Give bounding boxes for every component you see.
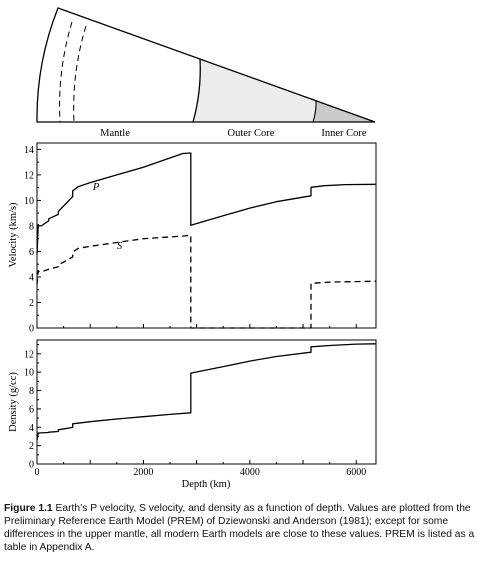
- velocity-y-tick-label: 10: [24, 196, 34, 207]
- series-density-line: [36, 343, 377, 441]
- velocity-axes: 0 2 4 6 8 10 12 14: [24, 145, 357, 335]
- density-y-axis-label: Density (g/cc): [8, 372, 19, 432]
- caption-text: Earth’s P velocity, S velocity, and dens…: [4, 503, 475, 553]
- density-x-tick-label: 2000: [133, 467, 153, 478]
- figure-label: Figure 1.1: [4, 503, 53, 514]
- label-inner-core: Inner Core: [321, 128, 367, 139]
- density-y-tick-label: 0: [29, 460, 34, 471]
- core-mantle-boundary: [192, 58, 201, 123]
- upper-mantle-dashed-boundary-1: [59, 21, 73, 123]
- figure-caption: Figure 1.1 Earth’s P velocity, S velocit…: [4, 502, 478, 554]
- density-y-tick-label: 4: [29, 423, 34, 434]
- density-axes: 0 2 4 6 8 10 12 0 2000 4000 6000: [24, 344, 366, 478]
- density-chart: Density (g/cc) 0 2 4 6 8 10 12 0 2000 4000 6000 De…: [8, 339, 377, 490]
- velocity-y-tick-label: 6: [29, 247, 34, 258]
- velocity-chart: Velocity (km/s) 0 2 4 6 8 10 12 14 P S: [8, 142, 377, 335]
- density-y-tick-label: 8: [29, 386, 34, 397]
- velocity-series: [36, 152, 377, 329]
- velocity-y-tick-label: 2: [29, 298, 34, 309]
- series-s-line: [36, 234, 377, 329]
- velocity-y-tick-label: 0: [29, 324, 34, 335]
- density-y-tick-label: 6: [29, 404, 34, 415]
- density-x-tick-label: 4000: [240, 467, 260, 478]
- series-p-line: [36, 152, 377, 255]
- depth-x-axis-label: Depth (km): [182, 479, 231, 490]
- velocity-y-tick-label: 14: [24, 145, 34, 156]
- velocity-y-tick-label: 12: [24, 170, 34, 181]
- density-series: [36, 343, 377, 441]
- density-plot-frame: [36, 339, 377, 465]
- s-wave-label: S: [117, 241, 123, 252]
- density-y-tick-label: 10: [24, 368, 34, 379]
- density-x-tick-label: 6000: [346, 467, 366, 478]
- velocity-y-axis-label: Velocity (km/s): [8, 202, 19, 268]
- velocity-plot-frame: [36, 142, 377, 329]
- velocity-y-tick-label: 4: [29, 272, 34, 283]
- label-mantle: Mantle: [100, 128, 130, 139]
- wedge-outline: [36, 7, 376, 123]
- density-y-tick-label: 2: [29, 441, 34, 452]
- upper-mantle-dashed-boundary-2: [73, 25, 87, 123]
- density-x-tick-label: 0: [35, 467, 40, 478]
- velocity-y-tick-label: 8: [29, 221, 34, 232]
- label-outer-core: Outer Core: [228, 128, 275, 139]
- p-wave-label: P: [92, 182, 100, 193]
- earth-cross-section: Mantle Outer Core Inner Core: [36, 7, 376, 139]
- density-y-tick-label: 12: [24, 349, 34, 360]
